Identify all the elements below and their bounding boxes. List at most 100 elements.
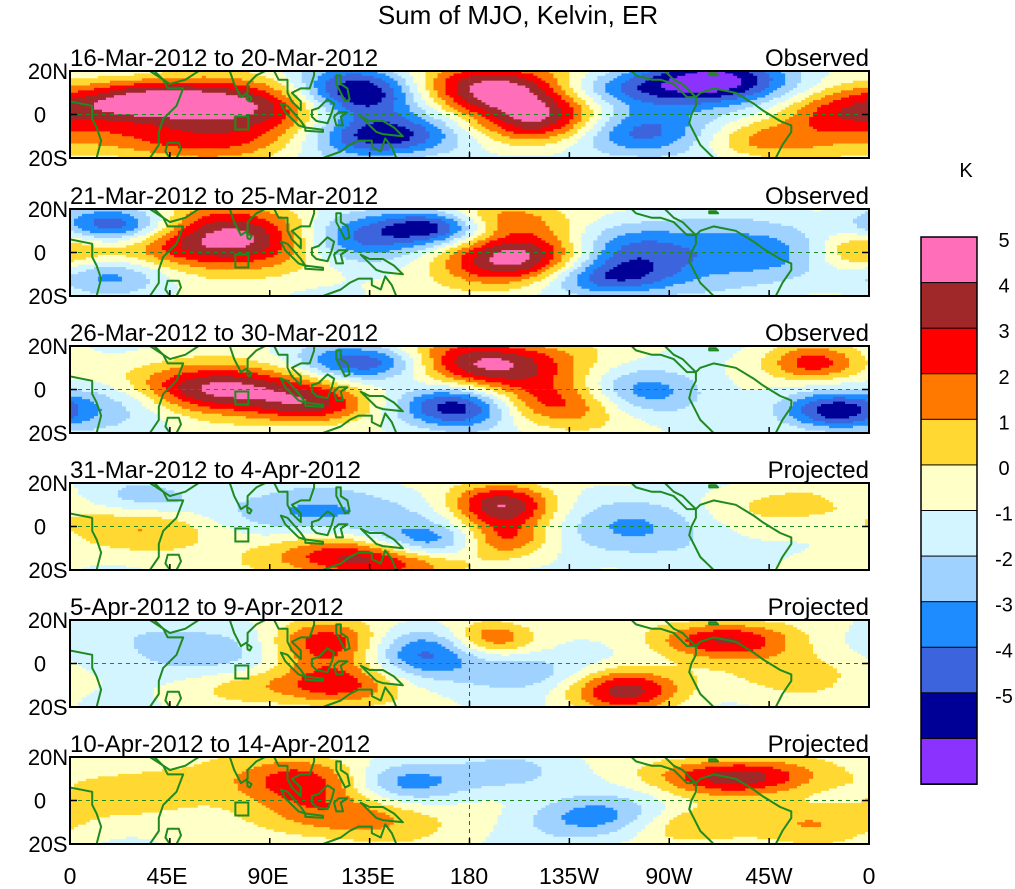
heatmap-cell [805,632,846,636]
heatmap-cell [293,651,311,655]
heatmap-cell [645,420,782,424]
heatmap-cell [797,360,834,364]
heatmap-cell [489,112,507,116]
heatmap-cell [165,242,183,246]
heatmap-cell [249,141,275,145]
heatmap-cell [369,761,467,765]
heatmap-cell [121,276,147,280]
heatmap-cell [70,805,199,809]
heatmap-cell [481,233,495,237]
heatmap-cell [781,632,806,636]
heatmap-cell [501,126,523,130]
heatmap-cell [385,536,411,540]
heatmap-cell [765,353,786,357]
heatmap-cell [425,83,435,87]
heatmap-cell [289,639,307,643]
heatmap-cell [133,73,259,77]
heatmap-cell [537,504,546,508]
heatmap-cell [545,497,558,501]
heatmap-cell [381,228,439,232]
heatmap-cell [305,644,347,648]
heatmap-cell [193,543,271,547]
heatmap-cell [481,499,523,503]
heatmap-cell [641,283,674,287]
heatmap-cell [317,148,339,152]
heatmap-cell [405,126,427,130]
heatmap-cell [173,228,183,232]
heatmap-cell [585,269,594,273]
heatmap-cell [789,555,869,559]
coastline [333,111,349,127]
heatmap-cell [757,75,770,79]
heatmap-cell [429,133,447,137]
heatmap-cell [269,235,283,239]
heatmap-cell [157,238,171,242]
heatmap-cell [377,543,395,547]
heatmap-cell [70,531,75,535]
heatmap-cell [485,379,554,383]
heatmap-cell [325,107,335,111]
heatmap-cell [437,408,467,412]
heatmap-cell [449,487,475,491]
heatmap-cell [865,399,869,403]
heatmap-cell [501,418,515,422]
heatmap-cell [405,420,427,424]
heatmap-cell [329,133,343,137]
heatmap-cell [581,97,594,101]
heatmap-cell [573,807,614,811]
heatmap-cell [253,377,283,381]
heatmap-cell [81,567,143,570]
heatmap-cell [265,276,347,280]
heatmap-cell [489,259,527,263]
heatmap-cell [449,629,467,633]
heatmap-cell [673,661,826,665]
heatmap-cell [401,567,435,570]
heatmap-cell [401,541,427,545]
heatmap-cell [337,230,355,234]
heatmap-cell [521,624,658,628]
heatmap-cell [697,396,786,400]
heatmap-cell [469,235,479,239]
heatmap-cell [185,216,203,220]
heatmap-cell [145,90,203,94]
heatmap-cell [70,348,95,352]
heatmap-cell [553,673,574,677]
heatmap-cell [517,394,535,398]
heatmap-cell [789,408,802,412]
heatmap-cell [561,254,574,258]
heatmap-cell [277,658,299,662]
heatmap-cell [785,73,802,77]
heatmap-cell [593,85,606,89]
heatmap-cell [377,651,387,655]
coastline [70,71,185,158]
heatmap-cell [121,235,139,239]
heatmap-cell [257,521,435,525]
heatmap-cell [749,504,834,508]
heatmap-cell [597,254,614,258]
heatmap-cell [249,519,431,523]
heatmap-cell [409,404,423,408]
heatmap-cell [509,80,535,84]
heatmap-cell [761,367,782,371]
heatmap-cell [693,538,762,542]
heatmap-cell [585,379,602,383]
heatmap-cell [637,771,666,775]
heatmap-cell [569,687,582,691]
heatmap-cell [173,293,291,296]
heatmap-cell [825,252,838,256]
heatmap-cell [433,416,475,420]
heatmap-cell [445,401,459,405]
heatmap-cell [613,112,630,116]
heatmap-cell [429,773,543,777]
heatmap-cell [101,680,175,684]
heatmap-cell [397,690,431,694]
heatmap-cell [469,639,487,643]
heatmap-cell [409,104,419,108]
heatmap-cell [401,85,411,89]
heatmap-cell [573,97,582,101]
heatmap-cell [513,362,539,366]
heatmap-cell [201,514,243,518]
heatmap-cell [74,661,159,665]
heatmap-cell [593,87,606,91]
heatmap-cell [493,528,519,532]
